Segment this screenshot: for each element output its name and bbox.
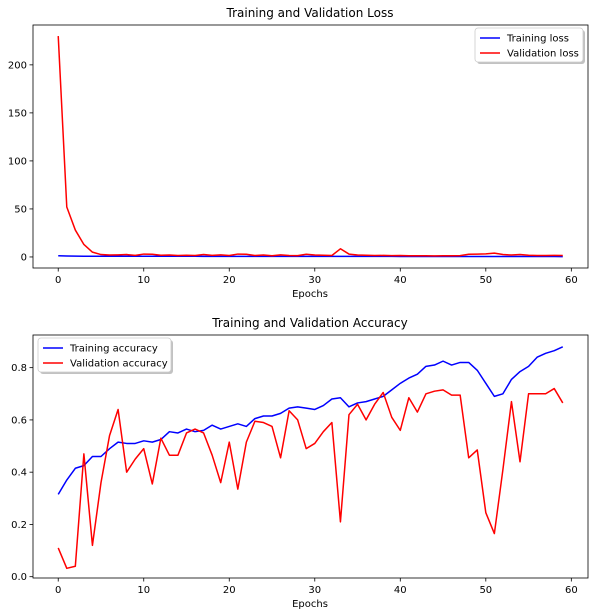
accuracy-legend-label: Validation accuracy xyxy=(70,359,168,370)
loss-legend-label: Validation loss xyxy=(507,49,579,60)
accuracy-y-tick-label: 0.8 xyxy=(11,363,27,374)
accuracy-y-tick-label: 0.0 xyxy=(11,572,27,583)
loss-chart: Training and Validation Loss 0 10 20 30 40 50… xyxy=(8,6,589,300)
accuracy-x-tick-label: 60 xyxy=(565,585,578,596)
loss-x-tick-label: 0 xyxy=(55,275,61,286)
loss-series-line-validation-loss xyxy=(57,36,563,257)
accuracy-x-tick-label: 30 xyxy=(308,585,321,596)
accuracy-plot-area: 0 10 20 30 40 50 60 0.0 0.2 0.4 0.6 0.8 Training acc… xyxy=(11,334,589,596)
accuracy-x-tick-label: 0 xyxy=(55,585,61,596)
accuracy-x-tick-label: 20 xyxy=(223,585,236,596)
loss-x-tick-label: 30 xyxy=(308,275,321,286)
loss-x-tick-label: 10 xyxy=(137,275,150,286)
loss-x-tick-label: 20 xyxy=(223,275,236,286)
loss-y-tick-label: 0 xyxy=(21,252,27,263)
loss-y-tick-label: 100 xyxy=(8,156,27,167)
loss-y-tick-label: 50 xyxy=(14,204,27,215)
loss-legend: Training loss Validation loss xyxy=(474,27,585,64)
loss-x-tick-label: 40 xyxy=(394,275,407,286)
accuracy-legend-box xyxy=(37,337,172,373)
accuracy-x-tick-label: 40 xyxy=(394,585,407,596)
accuracy-chart-title: Training and Validation Accuracy xyxy=(211,316,407,330)
accuracy-series-line-training-accuracy xyxy=(57,346,564,495)
accuracy-legend: Training accuracy Validation accuracy xyxy=(37,337,173,374)
accuracy-y-tick-label: 0.6 xyxy=(11,415,27,426)
loss-series-line-training-loss xyxy=(58,254,563,258)
accuracy-chart: Training and Validation Accuracy 0 10 20 30… xyxy=(11,316,589,610)
loss-y-tick-label: 200 xyxy=(8,60,27,71)
loss-x-axis-label: Epochs xyxy=(292,289,328,300)
accuracy-series-line-validation-accuracy xyxy=(57,387,564,570)
loss-legend-label: Training loss xyxy=(506,34,569,45)
loss-chart-title: Training and Validation Loss xyxy=(226,6,394,20)
loss-axes-frame xyxy=(32,24,589,269)
loss-plot-area: 0 10 20 30 40 50 60 0 50 100 150 200 Training loss Va… xyxy=(8,24,589,286)
accuracy-y-tick-label: 0.4 xyxy=(11,468,27,479)
loss-x-tick-label: 60 xyxy=(565,275,578,286)
accuracy-x-axis-label: Epochs xyxy=(292,599,328,610)
loss-legend-box xyxy=(474,27,584,63)
accuracy-legend-label: Training accuracy xyxy=(69,344,158,355)
accuracy-y-tick-label: 0.2 xyxy=(11,520,27,531)
loss-x-tick-label: 50 xyxy=(479,275,492,286)
accuracy-x-tick-label: 10 xyxy=(137,585,150,596)
accuracy-axes-frame xyxy=(32,334,589,579)
loss-y-tick-label: 150 xyxy=(8,108,27,119)
accuracy-x-tick-label: 50 xyxy=(479,585,492,596)
